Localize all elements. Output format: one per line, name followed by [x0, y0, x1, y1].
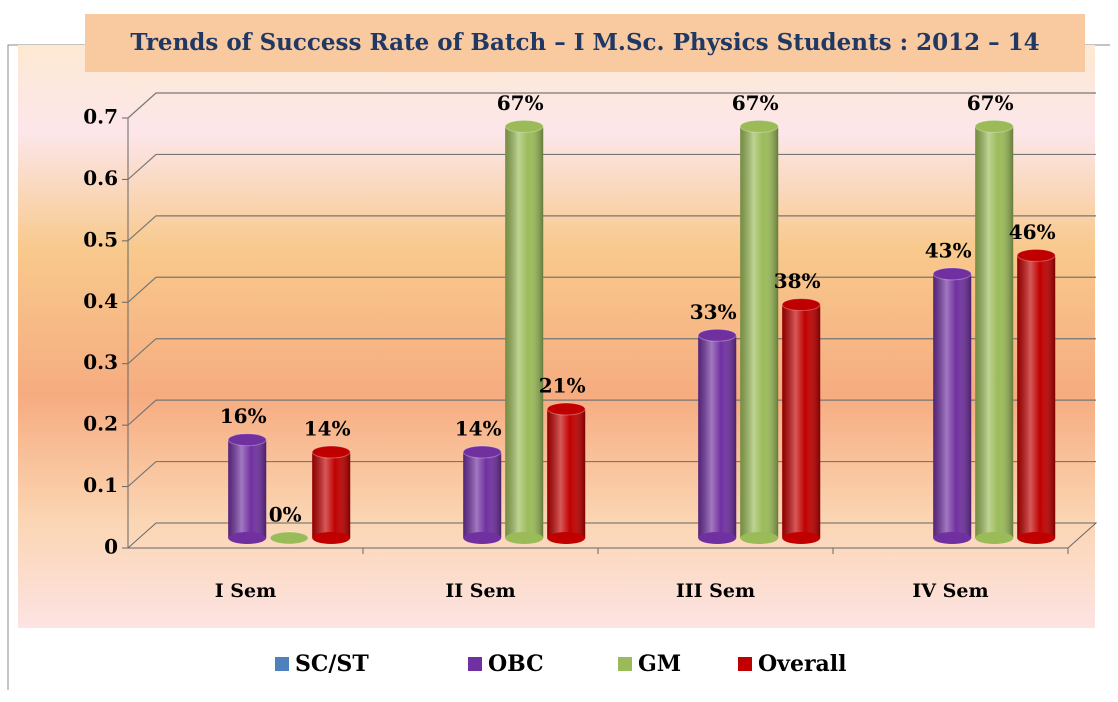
- bar-base: [698, 532, 737, 544]
- y-tick-label: 0: [104, 535, 118, 559]
- bar-base: [228, 532, 267, 544]
- bar-top: [1016, 248, 1056, 262]
- bar-shade: [547, 409, 586, 538]
- grid-line: [127, 276, 1096, 303]
- bar-top: [227, 433, 267, 447]
- bar-top: [697, 328, 737, 342]
- bar-shade: [933, 273, 972, 538]
- legend-swatch: [618, 657, 632, 671]
- value-label: 46%: [1009, 220, 1056, 244]
- bar-shade: [975, 126, 1014, 538]
- grid-line: [127, 92, 1096, 119]
- bar-shade: [782, 304, 821, 538]
- bar-shade: [740, 126, 779, 538]
- x-tick-label: II Sem: [445, 580, 515, 602]
- value-label: 0%: [269, 503, 302, 527]
- bar-top: [974, 119, 1014, 133]
- bar-base: [312, 532, 351, 544]
- value-label: 67%: [497, 91, 544, 115]
- legend-label: GM: [638, 651, 681, 677]
- y-tick-label: 0.5: [83, 227, 118, 251]
- bar-base: [463, 532, 502, 544]
- bar-top: [546, 402, 586, 416]
- legend-swatch: [738, 657, 752, 671]
- legend-label: Overall: [758, 651, 847, 677]
- bar-base: [740, 532, 779, 544]
- title-box: [85, 14, 1085, 72]
- bar-shade: [1017, 255, 1056, 538]
- bar-base: [975, 532, 1014, 544]
- y-tick-label: 0.2: [83, 412, 118, 436]
- bar-top: [781, 298, 821, 312]
- bar-shade: [312, 452, 351, 538]
- value-label: 38%: [774, 269, 821, 293]
- value-label: 16%: [220, 404, 267, 428]
- bar-top: [932, 267, 972, 281]
- y-tick-label: 0.3: [83, 350, 118, 374]
- bar-shade: [228, 439, 267, 538]
- x-tick-label: IV Sem: [912, 580, 988, 602]
- bar-top: [311, 445, 351, 459]
- bar-top: [504, 119, 544, 133]
- chart-title: Trends of Success Rate of Batch – I M.Sc…: [130, 29, 1039, 56]
- bar-shade: [463, 452, 502, 538]
- grid-line: [127, 153, 1096, 180]
- y-tick-label: 0.6: [83, 166, 118, 190]
- x-tick-label: III Sem: [676, 580, 755, 602]
- y-tick-label: 0.7: [83, 105, 118, 129]
- legend-swatch: [468, 657, 482, 671]
- bar-shade: [698, 335, 737, 538]
- value-label: 67%: [732, 91, 779, 115]
- bar-top: [269, 531, 309, 545]
- y-tick-label: 0.4: [83, 289, 118, 313]
- value-label: 43%: [925, 238, 972, 262]
- value-label: 21%: [539, 374, 586, 398]
- legend-label: SC/ST: [295, 651, 369, 677]
- x-tick-label: I Sem: [215, 580, 276, 602]
- bar-top: [739, 119, 779, 133]
- legend-label: OBC: [488, 651, 544, 677]
- value-label: 33%: [690, 300, 737, 324]
- bar-shade: [505, 126, 544, 538]
- bar-top: [462, 445, 502, 459]
- floor: [126, 522, 1098, 549]
- y-tick-label: 0.1: [83, 473, 118, 497]
- value-label: 14%: [455, 417, 502, 441]
- bar-base: [782, 532, 821, 544]
- bar-base: [505, 532, 544, 544]
- bar-base: [547, 532, 586, 544]
- value-label: 14%: [304, 417, 351, 441]
- grid-line: [127, 215, 1096, 242]
- bar-base: [933, 532, 972, 544]
- bar-base: [1017, 532, 1056, 544]
- legend-swatch: [275, 657, 289, 671]
- value-label: 67%: [967, 91, 1014, 115]
